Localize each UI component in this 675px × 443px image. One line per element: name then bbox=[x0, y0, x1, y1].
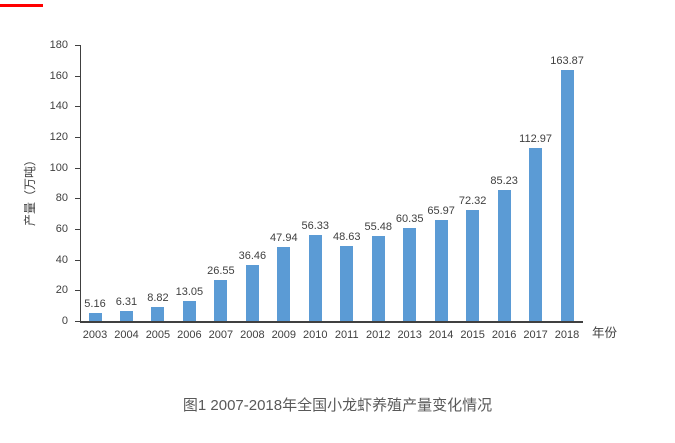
x-axis-tick-label-2007: 2007 bbox=[208, 329, 234, 341]
x-axis-tick-label-2006: 2006 bbox=[177, 329, 202, 341]
data-label-2008: 36.46 bbox=[238, 250, 267, 263]
x-axis-tick-label-2005: 2005 bbox=[145, 329, 171, 341]
y-axis-tick bbox=[75, 198, 80, 200]
x-axis-tick-label-2011: 2011 bbox=[334, 329, 359, 341]
x-axis-tick-label-2010: 2010 bbox=[303, 329, 328, 341]
y-axis-tick bbox=[75, 106, 80, 108]
y-axis-tick-label: 60 bbox=[55, 223, 68, 235]
bar-2003 bbox=[88, 313, 102, 321]
y-axis-tick bbox=[75, 167, 80, 169]
y-axis-line bbox=[80, 45, 81, 323]
y-axis-tick-label: 120 bbox=[49, 131, 68, 143]
data-label-2011: 48.63 bbox=[332, 231, 361, 244]
data-label-2005: 8.82 bbox=[147, 292, 169, 305]
y-axis-tick bbox=[75, 321, 80, 322]
data-label-2017: 112.97 bbox=[519, 132, 552, 145]
data-label-2012: 55.48 bbox=[364, 220, 392, 233]
y-axis-tick bbox=[75, 137, 80, 138]
y-axis-tick bbox=[75, 75, 80, 77]
x-axis-tick-label-2008: 2008 bbox=[240, 329, 265, 341]
x-axis-tick-label-2016: 2016 bbox=[491, 329, 517, 341]
data-label-2016: 85.23 bbox=[490, 175, 518, 188]
data-label-2015: 72.32 bbox=[458, 195, 487, 208]
bar-2008 bbox=[245, 265, 259, 321]
y-axis-tick-label: 160 bbox=[49, 69, 68, 82]
data-label-2006: 13.05 bbox=[175, 285, 204, 298]
data-label-2007: 26.55 bbox=[207, 265, 235, 278]
bar-2014 bbox=[434, 219, 448, 321]
x-axis-line bbox=[80, 321, 583, 323]
bar-2009 bbox=[277, 247, 291, 321]
x-axis-tick-label-2009: 2009 bbox=[271, 329, 297, 341]
data-label-2003: 5.16 bbox=[84, 298, 106, 311]
bar-2013 bbox=[403, 228, 417, 321]
bar-2007 bbox=[214, 280, 228, 321]
y-axis-tick-label: 100 bbox=[49, 161, 68, 174]
data-label-2009: 47.94 bbox=[270, 232, 298, 245]
y-axis-tick bbox=[75, 229, 80, 230]
x-axis-tick-label-2003: 2003 bbox=[82, 329, 108, 341]
bar-2004 bbox=[119, 311, 133, 321]
x-axis-tick-label-2017: 2017 bbox=[523, 329, 548, 341]
data-label-2014: 65.97 bbox=[427, 204, 455, 217]
x-axis-title: 年份 bbox=[592, 326, 618, 340]
x-axis-tick-label-2018: 2018 bbox=[554, 329, 580, 341]
bar-2011 bbox=[340, 246, 354, 321]
y-axis-tick-label: 20 bbox=[55, 284, 68, 297]
y-axis-tick bbox=[75, 259, 80, 261]
figure-caption: 图1 2007-2018年全国小龙虾养殖产量变化情况 bbox=[182, 397, 493, 414]
data-label-2010: 56.33 bbox=[301, 219, 330, 232]
x-axis-tick-label-2004: 2004 bbox=[114, 329, 139, 341]
bar-chart: 产量（万吨） 0 20 40 60 80 100 120 140 160 180 5.16 6.31… bbox=[23, 39, 618, 341]
y-axis-tick-label: 140 bbox=[49, 100, 68, 113]
y-axis-tick-label: 0 bbox=[61, 315, 68, 327]
y-axis-tick bbox=[75, 290, 80, 292]
y-axis-tick-label: 80 bbox=[55, 192, 68, 205]
bar-2005 bbox=[151, 307, 165, 321]
data-label-2018: 163.87 bbox=[550, 54, 584, 67]
y-axis-tick-label: 180 bbox=[49, 39, 68, 51]
x-axis-tick-label-2014: 2014 bbox=[428, 329, 454, 341]
bar-2006 bbox=[182, 300, 196, 321]
bar-2015 bbox=[466, 210, 480, 321]
data-label-2013: 60.35 bbox=[395, 213, 424, 226]
x-axis-tick-label-2012: 2012 bbox=[365, 329, 391, 341]
red-accent-line bbox=[0, 4, 43, 7]
bar-2012 bbox=[371, 235, 385, 321]
bar-2016 bbox=[497, 190, 511, 321]
bar-2018 bbox=[560, 69, 574, 321]
x-axis-tick-label-2015: 2015 bbox=[460, 329, 485, 341]
bar-2017 bbox=[529, 147, 543, 321]
y-axis-tick bbox=[75, 45, 80, 46]
y-axis-tick-label: 40 bbox=[55, 253, 68, 266]
x-axis-tick-label-2013: 2013 bbox=[397, 329, 422, 341]
data-label-2004: 6.31 bbox=[115, 296, 138, 309]
bar-2010 bbox=[308, 234, 322, 321]
